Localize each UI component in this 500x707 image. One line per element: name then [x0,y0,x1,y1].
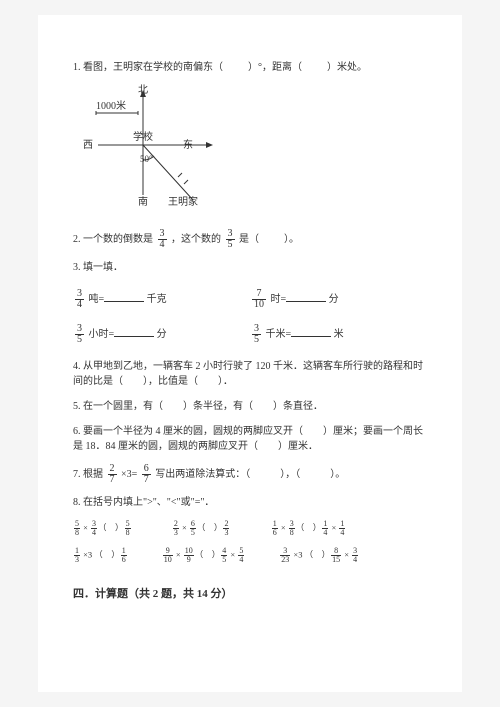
q3-r1c1-frac: 34 [75,289,84,310]
q3-r1c2-frac: 710 [252,289,266,310]
compass-diagram: 北 南 西 东 学校 1000米 50° 王明家 [78,85,228,215]
q1-blank2 [305,62,325,73]
label-west: 西 [83,138,93,153]
section-4-title: 四．计算题（共 2 题，共 14 分） [73,586,427,603]
question-3-title: 3. 填一填． [73,260,427,275]
expr: 13 ×3 （ ）16 [73,547,128,564]
question-6: 6. 要画一个半径为 4 厘米的圆，圆规的两脚应叉开（ ）厘米；要画一个周长是 … [73,424,427,454]
blank [114,327,154,337]
q1-blank1 [226,62,246,73]
expr-row: 58 × 34（ ）58 23 × 65（ ）23 16 × 38（ ）14 × 1… [73,520,427,537]
question-4: 4. 从甲地到乙地，一辆客车 2 小时行驶了 120 千米．这辆客车所行驶的路程… [73,359,427,389]
blank [286,292,326,302]
expr: 23 × 65（ ）23 [172,520,231,537]
q3-r2c1: 35 小时= 分 [73,324,250,345]
q2-frac2: 35 [226,229,235,250]
label-north: 北 [138,83,148,98]
question-2: 2. 一个数的倒数是 34 ，这个数的 35 是（ ）。 [73,229,427,250]
expr: 58 × 34（ ）58 [73,520,132,537]
q1-text-b: ）°，距离（ [248,62,302,73]
label-school: 学校 [133,130,153,145]
q7-a: 7. 根据 [73,469,103,480]
label-south: 南 [138,195,148,210]
q3-row1: 34 吨= 千克 710 时= 分 [73,289,427,310]
label-house: 王明家 [168,195,198,210]
q2-d: ）。 [284,234,299,245]
q2-a: 2. 一个数的倒数是 [73,234,153,245]
page: 1. 看图，王明家在学校的南偏东（ ）°，距离（ ）米处。 北 南 西 东 学校… [38,15,462,692]
q7-f2: 67 [142,464,151,485]
expr: 910 × 109（ ）45 × 54 [162,547,246,564]
q3-row2: 35 小时= 分 35 千米= 米 [73,324,427,345]
q7-b: ×3= [121,469,137,480]
expr: 16 × 38（ ）14 × 14 [271,520,347,537]
q3-r2c1-frac: 35 [75,324,84,345]
question-5: 5. 在一个圆里，有（ ）条半径，有（ ）条直径． [73,399,427,414]
q2-frac1: 34 [158,229,167,250]
question-7: 7. 根据 27 ×3= 67 写出两道除法算式：（ ），（ ）。 [73,464,427,485]
question-1: 1. 看图，王明家在学校的南偏东（ ）°，距离（ ）米处。 [73,60,427,75]
q7-f1: 27 [108,464,117,485]
q3-r2c2: 35 千米= 米 [250,324,427,345]
blank [291,327,331,337]
q3-r1c2: 710 时= 分 [250,289,427,310]
q1-text-a: 1. 看图，王明家在学校的南偏东（ [73,62,223,73]
q2-b: ，这个数的 [171,234,221,245]
question-8: 8. 在括号内填上">"、"<"或"="． [73,495,427,510]
q3-r2c2-frac: 35 [252,324,261,345]
q7-c: 写出两道除法算式：（ ），（ ）。 [155,469,345,480]
expr: 323 ×3 （ ）815 × 34 [279,547,359,564]
label-east: 东 [183,138,193,153]
blank [104,292,144,302]
label-scale: 1000米 [96,99,126,114]
expression-rows: 58 × 34（ ）58 23 × 65（ ）23 16 × 38（ ）14 × 1… [73,520,427,564]
q3-r1c1: 34 吨= 千克 [73,289,250,310]
label-angle: 50° [140,153,153,167]
q2-blank [262,234,282,245]
q2-c: 是（ [239,234,259,245]
q1-text-c: ）米处。 [327,62,367,73]
expr-row: 13 ×3 （ ）16 910 × 109（ ）45 × 54 323 ×3 （ ）… [73,547,427,564]
